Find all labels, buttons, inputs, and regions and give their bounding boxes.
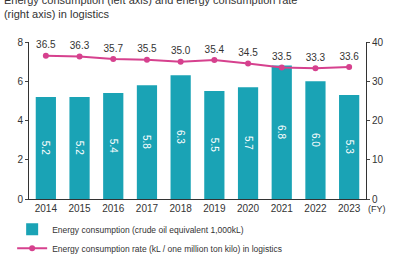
svg-text:30: 30 bbox=[372, 76, 384, 87]
svg-text:2023: 2023 bbox=[338, 203, 361, 214]
svg-text:0: 0 bbox=[17, 194, 23, 205]
svg-text:6.0: 6.0 bbox=[310, 133, 321, 147]
svg-text:2016: 2016 bbox=[102, 203, 125, 214]
svg-text:6.3: 6.3 bbox=[175, 130, 186, 144]
svg-text:6: 6 bbox=[17, 76, 23, 87]
svg-text:2020: 2020 bbox=[237, 203, 260, 214]
svg-text:5.5: 5.5 bbox=[209, 138, 220, 152]
svg-text:34.5: 34.5 bbox=[238, 47, 258, 58]
svg-text:40: 40 bbox=[372, 37, 384, 48]
svg-text:33.6: 33.6 bbox=[339, 51, 359, 62]
svg-text:5.4: 5.4 bbox=[108, 139, 119, 153]
svg-text:2022: 2022 bbox=[304, 203, 327, 214]
svg-text:2: 2 bbox=[17, 154, 23, 165]
svg-text:2015: 2015 bbox=[68, 203, 91, 214]
svg-text:10: 10 bbox=[372, 154, 384, 165]
svg-text:33.3: 33.3 bbox=[306, 52, 326, 63]
svg-text:36.5: 36.5 bbox=[36, 39, 56, 50]
svg-text:5.8: 5.8 bbox=[141, 135, 152, 149]
svg-text:35.0: 35.0 bbox=[171, 45, 191, 56]
svg-text:Energy consumption rate (kL /: Energy consumption rate (kL / one millio… bbox=[52, 244, 282, 254]
svg-text:8: 8 bbox=[17, 37, 23, 48]
svg-text:2014: 2014 bbox=[35, 203, 58, 214]
svg-text:35.7: 35.7 bbox=[104, 43, 124, 54]
svg-text:5.2: 5.2 bbox=[40, 141, 51, 155]
svg-text:2021: 2021 bbox=[271, 203, 294, 214]
svg-text:2019: 2019 bbox=[203, 203, 226, 214]
svg-text:0: 0 bbox=[372, 194, 378, 205]
svg-text:2018: 2018 bbox=[170, 203, 193, 214]
svg-text:20: 20 bbox=[372, 115, 384, 126]
svg-text:5.3: 5.3 bbox=[344, 140, 355, 154]
svg-text:33.5: 33.5 bbox=[272, 51, 292, 62]
svg-text:4: 4 bbox=[17, 115, 23, 126]
svg-text:36.3: 36.3 bbox=[70, 40, 90, 51]
svg-text:35.4: 35.4 bbox=[205, 44, 225, 55]
svg-text:2017: 2017 bbox=[136, 203, 159, 214]
svg-text:6.8: 6.8 bbox=[276, 125, 287, 139]
svg-text:5.2: 5.2 bbox=[74, 141, 85, 155]
svg-text:Energy consumption (crude oil: Energy consumption (crude oil equivalent… bbox=[52, 225, 244, 235]
svg-text:(FY): (FY) bbox=[368, 204, 386, 214]
svg-text:35.5: 35.5 bbox=[137, 43, 157, 54]
svg-text:Energy consumption (left axis): Energy consumption (left axis) and energ… bbox=[4, 0, 298, 20]
svg-text:5.7: 5.7 bbox=[243, 136, 254, 150]
